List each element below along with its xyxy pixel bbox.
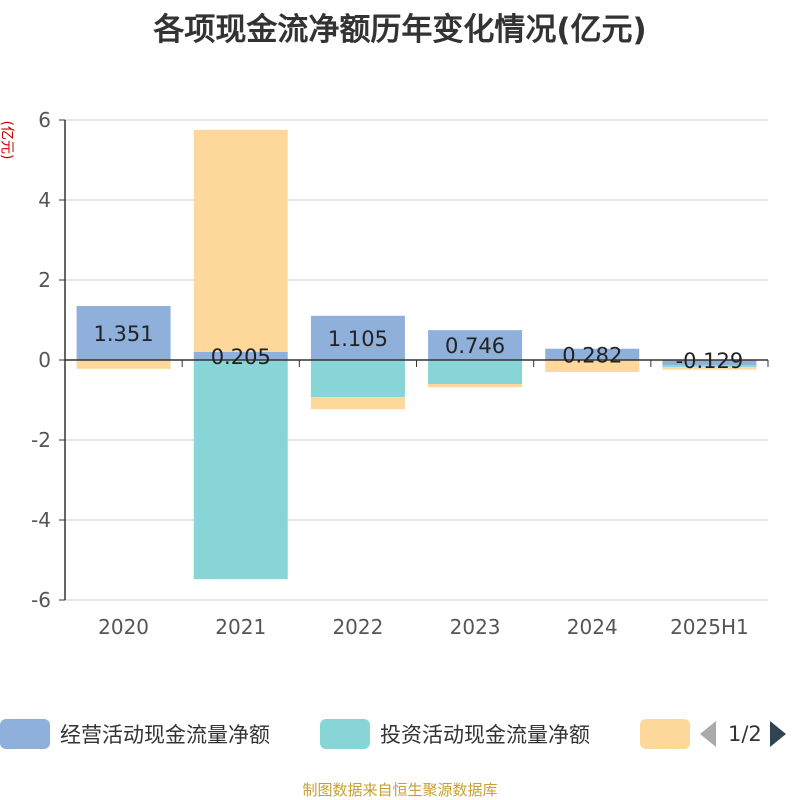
bar-2023-series-2[interactable] <box>428 384 523 388</box>
legend-swatch-operating <box>0 719 50 749</box>
x-tick-label: 2024 <box>567 615 618 639</box>
bar-2022-series-0[interactable] <box>310 315 405 360</box>
y-tick-label: 4 <box>38 188 51 212</box>
x-tick-label: 2025H1 <box>670 615 749 639</box>
source-note: 制图数据来自恒生聚源数据库 <box>302 781 498 799</box>
data-label: 0.205 <box>211 345 271 369</box>
chart-title: 各项现金流净额历年变化情况(亿元) <box>153 12 647 48</box>
bar-2023-series-0[interactable] <box>428 330 523 360</box>
y-tick-label: -4 <box>31 508 51 532</box>
bar-2020-series-0[interactable] <box>76 305 171 360</box>
bar-2024-series-0[interactable] <box>545 348 640 360</box>
bar-2024-series-2[interactable] <box>545 360 640 372</box>
legend-item-financing[interactable] <box>640 717 690 751</box>
data-label: 0.282 <box>562 343 622 367</box>
bar-2021-series-2[interactable] <box>193 129 288 352</box>
legend-swatch-financing <box>640 719 690 749</box>
bar-2021-series-0[interactable] <box>193 351 288 360</box>
pager-next-icon[interactable] <box>769 721 786 747</box>
legend-item-investing[interactable]: 投资活动现金流量净额 <box>320 717 590 751</box>
data-label: 0.746 <box>445 334 505 358</box>
x-tick-label: 2023 <box>450 615 501 639</box>
bar-layer <box>76 129 757 580</box>
legend-label-operating: 经营活动现金流量净额 <box>60 723 270 747</box>
bar-2021-series-1[interactable] <box>193 360 288 580</box>
bar-2025H1-series-2[interactable] <box>662 367 757 370</box>
y-tick-label: 0 <box>38 348 51 372</box>
x-tick-label: 2021 <box>215 615 266 639</box>
bar-2022-series-2[interactable] <box>310 397 405 410</box>
bar-2025H1-series-0[interactable] <box>662 360 757 366</box>
y-tick-label: -6 <box>31 588 51 612</box>
pager-text: 1/2 <box>728 722 762 746</box>
pager-prev-icon[interactable] <box>700 721 716 747</box>
label-layer: 1.351 0.205 1.105 0.746 0.282 -0.129 <box>94 322 744 373</box>
y-tick-label: -2 <box>31 428 51 452</box>
y-tick-label: 2 <box>38 268 51 292</box>
grid-layer <box>65 119 768 601</box>
bar-2022-series-1[interactable] <box>310 360 405 398</box>
legend-pager: 1/2 <box>700 717 786 751</box>
bar-2020-series-2[interactable] <box>76 360 171 369</box>
legend: 经营活动现金流量净额 投资活动现金流量净额 1/2 <box>0 717 800 751</box>
data-label: 1.351 <box>94 322 154 346</box>
legend-swatch-investing <box>320 719 370 749</box>
bar-2025H1-series-1[interactable] <box>662 365 757 368</box>
y-tick-label: 6 <box>38 108 51 132</box>
legend-label-investing: 投资活动现金流量净额 <box>380 723 590 747</box>
axis-layer: 6 4 2 0 -2 -4 -6 2020 2021 2022 2023 2024 2025H1 <box>31 108 769 639</box>
data-label: -0.129 <box>676 349 744 373</box>
data-label: 1.105 <box>328 327 388 351</box>
bar-2023-series-1[interactable] <box>428 360 523 384</box>
x-tick-label: 2022 <box>332 615 383 639</box>
x-tick-label: 2020 <box>98 615 149 639</box>
legend-item-operating[interactable]: 经营活动现金流量净额 <box>0 717 270 751</box>
